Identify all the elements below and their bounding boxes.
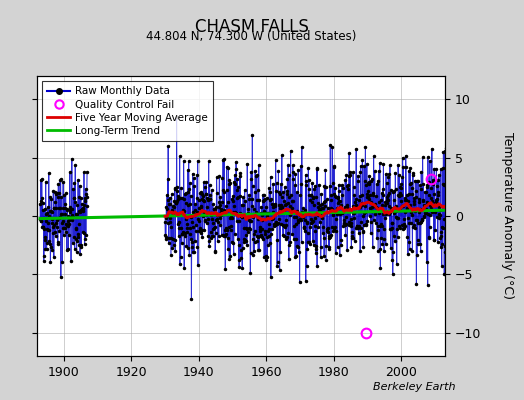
Text: 44.804 N, 74.300 W (United States): 44.804 N, 74.300 W (United States) <box>146 30 357 43</box>
Text: CHASM FALLS: CHASM FALLS <box>194 18 309 36</box>
Text: Berkeley Earth: Berkeley Earth <box>374 382 456 392</box>
Legend: Raw Monthly Data, Quality Control Fail, Five Year Moving Average, Long-Term Tren: Raw Monthly Data, Quality Control Fail, … <box>42 81 213 141</box>
Y-axis label: Temperature Anomaly (°C): Temperature Anomaly (°C) <box>501 132 514 300</box>
